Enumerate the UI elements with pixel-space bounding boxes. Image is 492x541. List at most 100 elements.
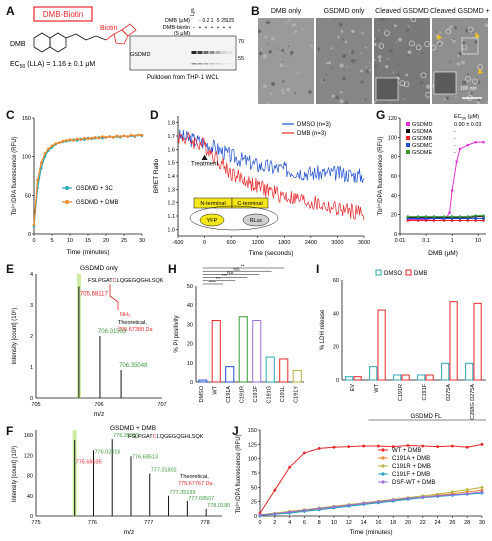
em-particle bbox=[405, 73, 409, 77]
data-point bbox=[432, 219, 436, 222]
y-tick-label: 0 bbox=[336, 378, 339, 384]
legend-marker bbox=[65, 200, 69, 204]
x-tick-label: C191R bbox=[398, 384, 404, 401]
em-particle bbox=[461, 60, 465, 65]
y-tick-label: 120 bbox=[24, 453, 33, 459]
data-point bbox=[480, 490, 484, 494]
x-tick-label: 12 bbox=[346, 520, 352, 526]
legend-marker bbox=[406, 136, 410, 140]
group-label: GSDMD FL bbox=[410, 414, 442, 420]
em-particle bbox=[351, 29, 355, 33]
x-tick-label: 18 bbox=[390, 520, 396, 526]
rluc-shape bbox=[242, 213, 270, 227]
x-tick-label: WT bbox=[212, 385, 218, 394]
em-particle bbox=[426, 84, 430, 89]
bar bbox=[198, 379, 208, 383]
y-tick-label: 1.5 bbox=[167, 161, 175, 167]
em-particle bbox=[466, 73, 469, 76]
blot-band-gsdmd bbox=[227, 51, 233, 54]
em-title-1: DMB only bbox=[270, 8, 302, 15]
blot-biotin-value: + bbox=[223, 25, 226, 31]
em-particle bbox=[388, 49, 393, 54]
x-tick-label: 26 bbox=[449, 520, 455, 526]
legend-ec50: - bbox=[454, 129, 456, 135]
panel-a-blot: DMB (μM) DMB-biotin (5 μM) -0.2 1 5 25 125- +… bbox=[128, 1, 244, 92]
y-tick-label: 30 bbox=[187, 322, 193, 328]
blot-row-conc-label: (5 μM) bbox=[174, 31, 190, 37]
em-particle bbox=[407, 25, 410, 28]
legend-label: WT + DMB bbox=[392, 448, 421, 454]
em-particle bbox=[339, 99, 344, 104]
panel-label-e: E bbox=[6, 262, 15, 276]
data-point bbox=[79, 138, 83, 141]
em-particle bbox=[435, 31, 437, 33]
y-tick-label: 1 bbox=[30, 365, 33, 371]
em-image-gsdmd-only bbox=[316, 18, 372, 104]
data-point bbox=[406, 444, 410, 447]
em-particle bbox=[389, 103, 392, 104]
legend-marker bbox=[381, 472, 385, 476]
x-tick-label: 0 bbox=[203, 240, 206, 246]
y-tick-label: 1.6 bbox=[167, 147, 175, 153]
data-point bbox=[424, 215, 428, 218]
y-tick-label: 3 bbox=[30, 303, 33, 309]
x-tick-label: 16 bbox=[375, 520, 381, 526]
x-tick-label: WT bbox=[374, 383, 380, 392]
x-tick-label: 0.1 bbox=[422, 238, 430, 244]
em-particle bbox=[356, 59, 358, 62]
em-pore bbox=[445, 28, 452, 35]
yfp-shape bbox=[199, 213, 225, 227]
em-particle bbox=[485, 101, 488, 104]
em-particle bbox=[268, 50, 272, 54]
em-particle bbox=[374, 64, 378, 69]
em-particle bbox=[413, 44, 416, 47]
data-point bbox=[466, 219, 470, 222]
legend-marker bbox=[381, 480, 385, 484]
data-point bbox=[303, 451, 306, 455]
x-tick-label: C191G bbox=[266, 386, 272, 403]
dmb-label: DMB bbox=[10, 41, 26, 48]
data-point bbox=[416, 219, 420, 222]
x-axis-label: m/z bbox=[124, 529, 134, 536]
panel-label-f: F bbox=[6, 424, 14, 438]
data-point bbox=[424, 217, 428, 220]
data-point bbox=[406, 496, 410, 500]
peak-label: 705.68117 bbox=[80, 292, 109, 298]
bar bbox=[449, 301, 458, 381]
y-tick-label: 120 bbox=[388, 116, 397, 122]
data-point bbox=[347, 445, 351, 449]
em-particle bbox=[271, 81, 276, 86]
y-tick-label: 100 bbox=[388, 135, 397, 141]
em-particle bbox=[443, 98, 446, 101]
em-particle bbox=[270, 36, 275, 41]
x-tick-label: 3600 bbox=[358, 240, 370, 246]
data-point bbox=[115, 134, 119, 138]
y-tick-label: 80 bbox=[391, 155, 397, 161]
data-point bbox=[421, 495, 425, 499]
em-particle bbox=[341, 38, 345, 41]
data-point bbox=[450, 219, 454, 222]
x-tick-label: 0 bbox=[258, 520, 261, 526]
em-particle bbox=[392, 71, 395, 73]
em-particle bbox=[258, 29, 262, 34]
data-point bbox=[317, 446, 321, 450]
em-particle bbox=[340, 30, 344, 33]
y-axis-label: % PI positivity bbox=[174, 315, 180, 352]
em-particle bbox=[308, 90, 312, 94]
em-pore bbox=[472, 78, 479, 85]
em-particle bbox=[377, 55, 382, 59]
data-point bbox=[36, 178, 39, 182]
data-point bbox=[101, 135, 104, 138]
marker-70: 70 bbox=[238, 39, 244, 45]
x-tick-label: 1800 bbox=[278, 240, 290, 246]
em-particle bbox=[364, 46, 367, 49]
em-pore bbox=[378, 43, 385, 49]
em-particle bbox=[291, 24, 295, 27]
em-pore bbox=[465, 76, 471, 82]
blot-caption: Pulldown from THP-1 WCL bbox=[147, 75, 220, 81]
theoretical-value: 705.67380 Da bbox=[118, 327, 153, 333]
em-particle bbox=[294, 91, 296, 94]
legend-ec50: 0.90 ± 0.03 bbox=[454, 122, 481, 128]
data-point bbox=[451, 490, 454, 494]
y-tick-label: 50 bbox=[187, 284, 193, 290]
